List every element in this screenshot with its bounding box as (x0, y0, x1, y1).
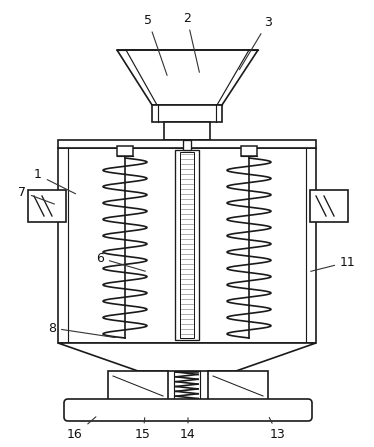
Text: 2: 2 (183, 12, 199, 72)
Bar (183, 140, 191, 150)
Bar (152, 105, 222, 122)
FancyBboxPatch shape (64, 399, 312, 421)
Text: 5: 5 (144, 13, 167, 76)
Text: 14: 14 (180, 418, 196, 442)
Bar (108, 371, 168, 401)
Text: 13: 13 (269, 417, 286, 442)
Bar (117, 146, 133, 156)
Bar (310, 190, 348, 222)
Bar (175, 150, 199, 340)
Text: 6: 6 (96, 252, 145, 271)
Bar (174, 371, 200, 402)
Bar (58, 148, 316, 343)
Polygon shape (58, 343, 316, 371)
Text: 1: 1 (34, 169, 76, 194)
Text: 11: 11 (311, 256, 356, 271)
Text: 3: 3 (239, 16, 272, 70)
Text: 8: 8 (48, 321, 115, 337)
Text: 7: 7 (18, 186, 54, 204)
Bar (164, 122, 210, 140)
Polygon shape (117, 50, 258, 105)
Bar (28, 190, 66, 222)
Text: 16: 16 (67, 417, 96, 442)
Bar (180, 152, 194, 338)
Text: 15: 15 (135, 418, 151, 442)
Bar (208, 371, 268, 401)
Bar (241, 146, 257, 156)
Bar (58, 140, 316, 148)
